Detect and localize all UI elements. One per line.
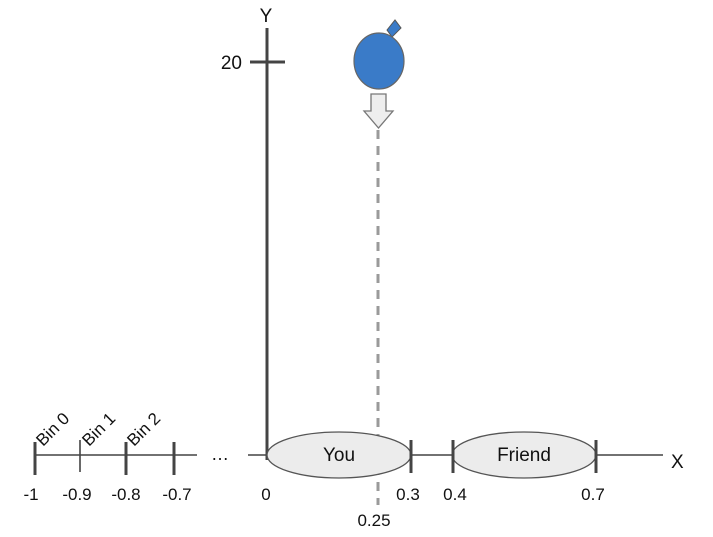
y-tick-label-20: 20 (221, 53, 242, 74)
region-label-you: You (323, 445, 355, 466)
balloon-icon (353, 19, 405, 90)
tick-label-neg-0-8: -0.8 (111, 485, 140, 504)
balloon-knot (386, 19, 402, 38)
tick-label-neg-0-7: -0.7 (162, 485, 191, 504)
region-label-friend: Friend (497, 445, 551, 466)
tick-label-neg-0-9: -0.9 (62, 485, 91, 504)
tick-label-neg-1: -1 (23, 485, 38, 504)
axis-ellipsis: … (211, 444, 229, 464)
tick-label-0-7: 0.7 (581, 485, 605, 504)
y-axis-label: Y (260, 6, 273, 27)
down-arrow-icon (362, 93, 395, 130)
balloon-body (353, 32, 405, 90)
bin-label-2: Bin 2 (123, 409, 164, 450)
tick-label-0-3: 0.3 (396, 485, 420, 504)
drop-value-label: 0.25 (357, 511, 390, 530)
bin-label-0: Bin 0 (32, 409, 73, 450)
x-axis-label: X (671, 452, 684, 473)
tick-label-0-4: 0.4 (443, 485, 467, 504)
bin-label-1: Bin 1 (78, 409, 119, 450)
tick-label-0: 0 (261, 485, 270, 504)
